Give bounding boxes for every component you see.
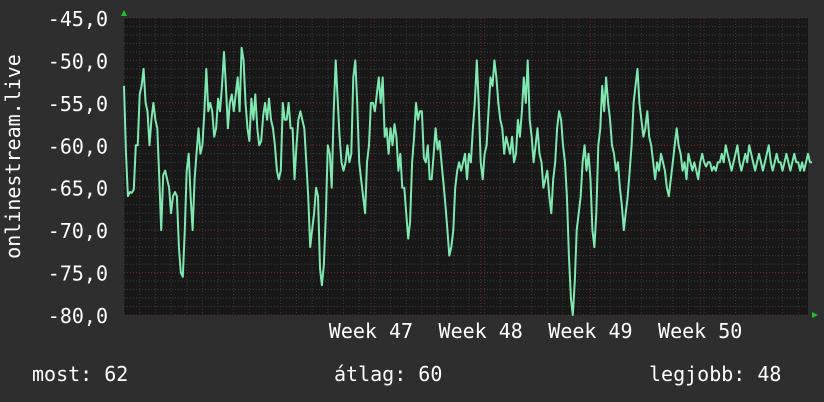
y-tick-label: -55,0 <box>48 92 108 116</box>
current-value: most: 62 <box>32 362 129 386</box>
x-tick-label: Week 48 <box>439 319 523 343</box>
x-tick-label: Week 50 <box>658 319 742 343</box>
y-tick-label: -60,0 <box>48 134 108 158</box>
average-value: átlag: 60 <box>334 362 443 386</box>
y-tick-label: -70,0 <box>48 219 108 243</box>
x-tick-label: Week 49 <box>548 319 632 343</box>
best-value: legjobb: 48 <box>649 362 782 386</box>
series-line <box>123 46 812 316</box>
y-tick-label: -50,0 <box>48 49 108 73</box>
x-tick-label: Week 47 <box>329 319 413 343</box>
y-tick-label: -75,0 <box>48 262 108 286</box>
y-tick-label: -45,0 <box>48 7 108 31</box>
y-tick-label: -80,0 <box>48 304 108 328</box>
y-axis-label: onlinestream.live <box>1 54 25 259</box>
y-tick-label: -65,0 <box>48 177 108 201</box>
y-axis-arrow <box>121 10 127 16</box>
x-axis-arrow <box>812 312 818 318</box>
